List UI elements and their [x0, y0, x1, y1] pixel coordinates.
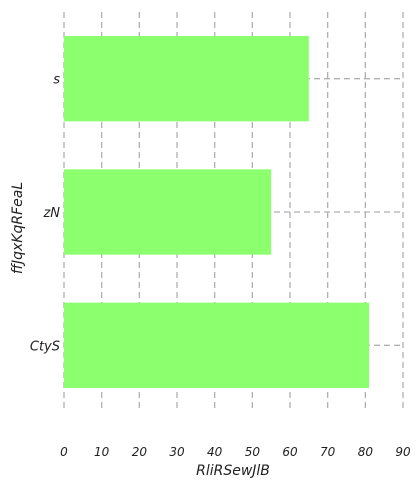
category-label: zN — [42, 206, 60, 221]
bar-zN — [64, 169, 272, 255]
x-tick-label: 90 — [395, 445, 411, 459]
x-tick-label: 80 — [358, 445, 374, 459]
x-tick-label: 20 — [132, 445, 148, 459]
x-tick-label: 40 — [207, 445, 223, 459]
x-tick-label: 0 — [60, 445, 68, 459]
category-labels: s zN CtyS — [30, 73, 60, 355]
x-tick-label: 30 — [169, 445, 185, 459]
x-tick-labels: 0 10 20 30 40 50 60 70 80 90 — [60, 445, 411, 459]
x-axis-label: RliRSewJlB — [196, 463, 270, 479]
bar-CtyS — [64, 302, 370, 388]
category-label: CtyS — [30, 339, 60, 354]
x-tick-label: 10 — [94, 445, 110, 459]
x-tick-label: 50 — [245, 445, 261, 459]
x-tick-label: 60 — [282, 445, 298, 459]
y-axis-label: ffJqxKqRFeaL — [10, 182, 26, 274]
x-tick-label: 70 — [320, 445, 336, 459]
bars — [64, 36, 370, 388]
category-label: s — [53, 73, 60, 88]
bar-s — [64, 36, 309, 122]
